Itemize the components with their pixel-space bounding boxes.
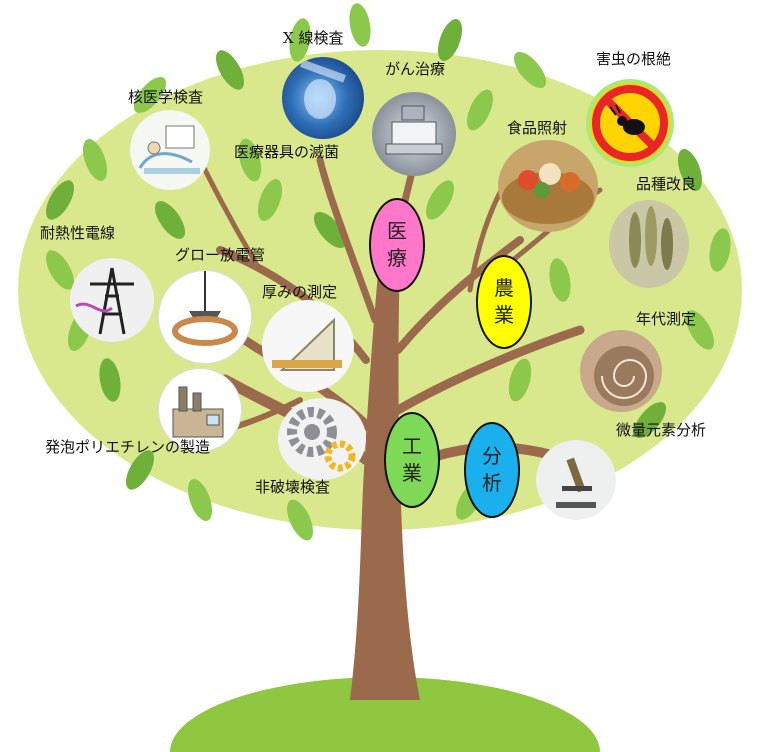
- category-industry-line1: 工: [402, 434, 422, 458]
- leaf: [46, 250, 74, 290]
- leaf: [508, 358, 532, 402]
- leaf: [709, 228, 731, 272]
- xray-skull-icon: [300, 59, 346, 119]
- leaf: [633, 401, 667, 439]
- trace-analysis-image: [536, 440, 616, 520]
- leaf: [216, 50, 244, 90]
- dating-image: [580, 330, 662, 412]
- triangle-ruler-icon: [272, 317, 342, 371]
- label-nuclear-medicine: 核医学検査: [128, 88, 204, 106]
- cancer-therapy-image: [372, 92, 456, 176]
- leaf: [46, 180, 74, 220]
- category-industry-line2: 業: [402, 461, 422, 485]
- treatment-room-icon: [385, 105, 443, 155]
- label-dating: 年代測定: [636, 310, 697, 328]
- label-sterilization: 医療器具の滅菌: [234, 143, 340, 161]
- label-heat-wire: 耐熱性電線: [40, 224, 116, 242]
- leaf: [513, 51, 547, 89]
- no-insect-icon: [590, 83, 670, 163]
- category-analysis-line1: 分: [482, 444, 502, 468]
- category-analysis: 分 析: [464, 422, 520, 518]
- food-basket-icon: [502, 163, 594, 224]
- microscope-icon: [556, 457, 596, 508]
- nuclear-medicine-image: [130, 110, 210, 190]
- label-glow-lamp: グロー放電管: [175, 246, 266, 264]
- foam-factory-image: [158, 368, 242, 452]
- leaf: [349, 3, 371, 47]
- label-ndt: 非破壊検査: [255, 478, 331, 496]
- category-medical-line2: 療: [387, 246, 407, 270]
- label-breeding: 品種改良: [636, 175, 697, 193]
- category-medical-line1: 医: [387, 219, 407, 243]
- category-industry: 工 業: [384, 412, 440, 508]
- heat-wire-image: [70, 258, 154, 342]
- label-xray: X 線検査: [283, 29, 344, 47]
- category-agriculture-line2: 業: [494, 303, 514, 327]
- leaf: [437, 19, 463, 61]
- category-agriculture-line1: 農: [494, 276, 514, 300]
- thickness-gauge-image: [262, 300, 354, 392]
- label-food-irradiation: 食品照射: [507, 119, 568, 137]
- label-cancer: がん治療: [385, 60, 446, 78]
- category-agriculture: 農 業: [476, 255, 532, 349]
- category-medical: 医 療: [369, 198, 425, 292]
- pest-eradication-image: [586, 79, 674, 167]
- factory-icon: [172, 386, 224, 438]
- power-tower-icon: [75, 267, 134, 335]
- leaf: [287, 499, 313, 541]
- leaf: [257, 179, 283, 221]
- label-pest: 害虫の根絶: [596, 50, 672, 68]
- xray-image: [282, 57, 364, 139]
- ammonite-fossil-icon: [594, 346, 654, 406]
- category-analysis-line2: 析: [482, 471, 502, 495]
- label-foam: 発泡ポリエチレンの製造: [45, 438, 211, 456]
- plant-breeding-image: [609, 200, 689, 288]
- label-trace-analysis: 微量元素分析: [616, 421, 707, 439]
- leaf: [549, 258, 571, 302]
- leaf: [133, 76, 167, 114]
- leaf: [187, 479, 213, 521]
- glow-lamp-image: [158, 270, 252, 364]
- label-thickness: 厚みの測定: [262, 283, 338, 301]
- ndt-image: [278, 398, 366, 480]
- leaf: [313, 211, 347, 249]
- leaf: [126, 450, 154, 490]
- leaf: [82, 139, 108, 181]
- leaf: [677, 149, 703, 191]
- grain-ears-icon: [629, 206, 673, 270]
- leaf: [426, 180, 454, 220]
- leaf: [289, 18, 311, 62]
- leaf: [99, 358, 121, 402]
- patient-scan-icon: [138, 125, 200, 174]
- leaf: [467, 89, 493, 131]
- leaf: [686, 310, 714, 350]
- leaf: [154, 201, 186, 239]
- leaf: [238, 138, 262, 182]
- lamp-icon: [172, 271, 238, 346]
- gears-icon: [287, 407, 356, 472]
- food-irradiation-image: [498, 140, 598, 232]
- ground: [170, 677, 600, 752]
